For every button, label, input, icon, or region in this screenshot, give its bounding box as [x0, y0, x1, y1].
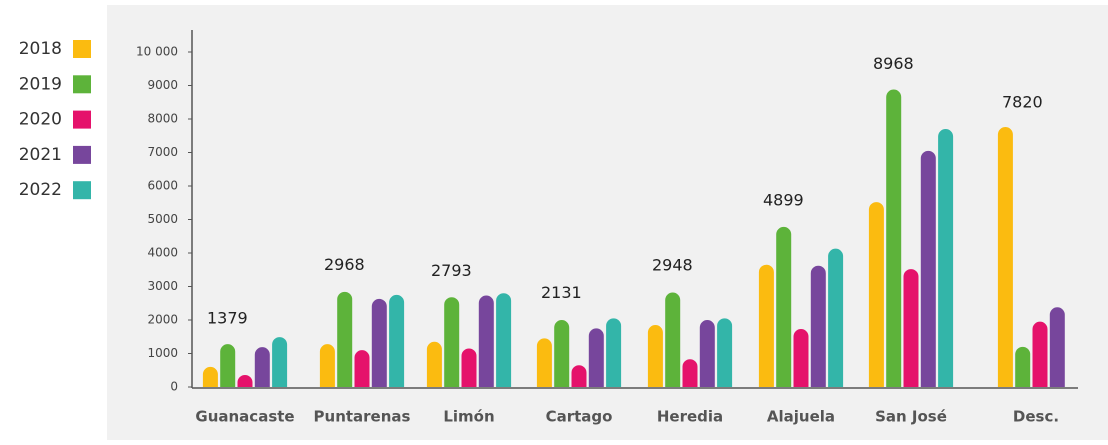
y-tick-label: 6000	[147, 179, 178, 193]
x-tick-label: Alajuela	[767, 408, 835, 426]
bar	[606, 318, 622, 387]
bar	[793, 329, 809, 387]
bar	[938, 129, 954, 387]
y-tick-label: 4000	[147, 246, 178, 260]
annotation: 2968	[324, 255, 365, 274]
bar	[758, 264, 774, 387]
bar	[444, 297, 460, 387]
bar	[202, 366, 218, 387]
bar	[1015, 346, 1031, 387]
bar	[461, 348, 477, 387]
bar	[665, 292, 681, 387]
bar	[354, 350, 370, 387]
bar	[1032, 321, 1048, 387]
y-tick-label: 7000	[147, 145, 178, 159]
bar	[588, 328, 604, 387]
legend-swatch	[73, 110, 91, 129]
legend-label: 2020	[19, 110, 62, 130]
bar	[254, 347, 270, 387]
annotation: 8968	[873, 54, 914, 73]
annotation: 2131	[541, 283, 582, 302]
legend-label: 2021	[19, 145, 62, 165]
bar	[426, 341, 442, 387]
y-tick-label: 8000	[147, 112, 178, 126]
annotation: 2948	[652, 256, 693, 275]
legend-swatch	[73, 181, 91, 200]
x-tick-label: Limón	[443, 408, 494, 426]
bar	[371, 298, 387, 387]
bar	[886, 89, 902, 388]
bar	[776, 226, 792, 387]
bar	[496, 293, 512, 387]
x-tick-label: Heredia	[657, 408, 723, 426]
x-tick-label: Cartago	[546, 408, 613, 426]
x-tick-label: Guanacaste	[195, 408, 294, 426]
bar	[868, 202, 884, 387]
bar	[536, 338, 552, 387]
bar	[1049, 307, 1065, 387]
bar	[920, 150, 936, 387]
legend-swatch	[73, 75, 91, 94]
bar	[337, 291, 353, 387]
bar	[571, 365, 587, 387]
annotation: 7820	[1002, 93, 1043, 112]
bar	[717, 318, 733, 387]
legend-swatch	[73, 145, 91, 164]
bar	[647, 325, 663, 387]
y-tick-label: 10 000	[136, 45, 178, 59]
bar	[272, 337, 288, 387]
y-tick-label: 9000	[147, 78, 178, 92]
legend-label: 2019	[19, 74, 62, 94]
bar	[319, 344, 335, 387]
y-tick-label: 1000	[147, 346, 178, 360]
annotation: 1379	[207, 308, 248, 327]
bar	[237, 374, 253, 387]
bar	[997, 127, 1013, 387]
bar	[903, 269, 919, 387]
bar	[554, 320, 570, 387]
y-tick-label: 3000	[147, 279, 178, 293]
bar	[220, 344, 236, 387]
x-tick-label: Desc.	[1013, 408, 1059, 426]
bar	[478, 295, 494, 387]
bar	[389, 294, 405, 387]
bar	[828, 248, 844, 387]
legend-swatch	[73, 40, 91, 58]
bar	[699, 320, 715, 387]
annotation: 4899	[763, 190, 804, 209]
legend-label: 2022	[19, 180, 62, 200]
x-tick-label: San José	[875, 408, 947, 426]
bar	[682, 359, 698, 387]
x-tick-label: Puntarenas	[314, 408, 411, 426]
y-tick-label: 0	[170, 380, 178, 394]
legend-label: 2018	[19, 39, 62, 59]
annotation: 2793	[431, 261, 472, 280]
y-tick-label: 2000	[147, 313, 178, 327]
bar	[810, 265, 826, 387]
y-tick-label: 5000	[147, 212, 178, 226]
